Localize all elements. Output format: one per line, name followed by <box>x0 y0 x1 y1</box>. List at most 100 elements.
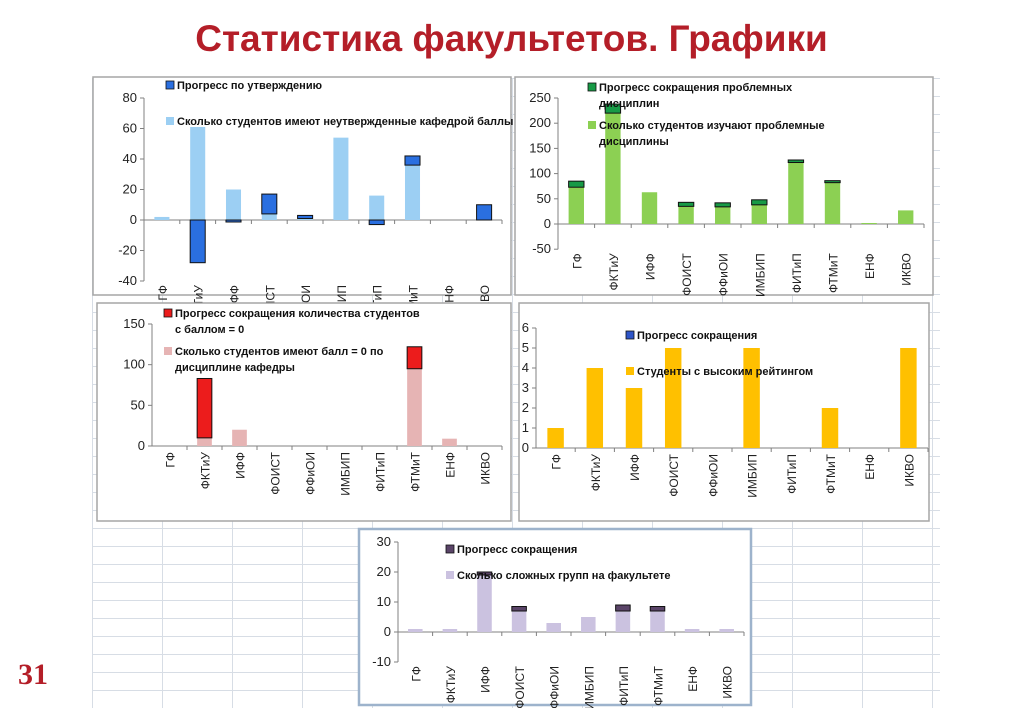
x-category-label: ФОИСТ <box>269 451 283 494</box>
progress-bar[interactable] <box>404 155 421 166</box>
x-category-label: ИМБИП <box>582 666 596 708</box>
legend-label: Сколько студентов изучают проблемные <box>599 120 825 132</box>
x-category-label: ИМБИП <box>746 454 760 498</box>
chart-frame <box>514 76 934 296</box>
progress-bar[interactable] <box>261 193 278 215</box>
progress-bar[interactable] <box>714 202 731 208</box>
progress-bar[interactable] <box>787 159 805 164</box>
y-tick-label: 0 <box>138 438 145 453</box>
y-tick-label: 0 <box>130 212 137 227</box>
bar-value[interactable] <box>404 165 421 220</box>
legend-label: Студенты с высоким рейтингом <box>637 366 813 378</box>
x-category-label: ФФиОИ <box>304 452 318 495</box>
bar-value[interactable] <box>900 348 917 448</box>
x-category-label: ГФ <box>164 452 178 468</box>
bar-value[interactable] <box>225 189 242 221</box>
legend-swatch <box>625 330 635 340</box>
progress-bar[interactable] <box>604 103 622 114</box>
chart-frame <box>96 302 512 522</box>
x-category-label: ИФФ <box>628 454 642 481</box>
progress-bar[interactable] <box>568 180 585 188</box>
y-tick-label: 20 <box>377 564 391 579</box>
progress-bar[interactable] <box>189 219 206 264</box>
bar-value[interactable] <box>715 206 731 224</box>
progress-bar[interactable] <box>649 606 666 612</box>
legend-label: Сколько студентов имеют неутвержденные к… <box>177 116 513 128</box>
x-category-label: ФФиОИ <box>548 666 562 708</box>
x-category-label: ФИТиП <box>374 452 388 492</box>
chart-frame <box>357 527 753 707</box>
x-category-label: ФТМиТ <box>827 253 841 293</box>
y-tick-label: 50 <box>537 191 551 206</box>
bar-value[interactable] <box>261 213 277 220</box>
bar-value[interactable] <box>297 218 313 220</box>
bar-value[interactable] <box>568 187 584 224</box>
bar-value[interactable] <box>898 210 914 224</box>
progress-bar[interactable] <box>751 199 768 206</box>
bar-value[interactable] <box>625 388 643 448</box>
bar-value[interactable] <box>605 113 621 224</box>
progress-bar[interactable] <box>476 204 493 221</box>
bar-value[interactable] <box>650 611 665 632</box>
bar-value[interactable] <box>546 623 561 632</box>
progress-bar[interactable] <box>297 214 314 219</box>
bar-value[interactable] <box>547 428 564 448</box>
bar-value[interactable] <box>743 348 760 448</box>
y-tick-label: -50 <box>532 241 551 256</box>
bar-value[interactable] <box>407 368 422 446</box>
progress-bar[interactable] <box>677 201 695 207</box>
chart-problem-disciplines[interactable]: 250 200 150 100 50 0 -50 ГФ ФКТиУ ИФФ ФОИСТ ФФиОИ ИМ… <box>514 76 934 297</box>
bar-value[interactable] <box>719 629 734 632</box>
chart-grade-approval[interactable]: 806040200-20-40ГФФКТиУИФФФОИСТФФиОИИМБИП… <box>92 76 513 329</box>
y-tick-label: 3 <box>522 380 529 395</box>
bar-value[interactable] <box>615 605 631 632</box>
bar-value[interactable] <box>788 162 804 224</box>
bar-value[interactable] <box>197 437 212 446</box>
y-tick-label: 2 <box>522 400 529 415</box>
bar-value[interactable] <box>821 408 839 448</box>
chart-high-rating-students[interactable]: 6 5 4 3 2 1 0 ГФ ФКТиУ ИФФ ФОИСТ ФФиОИ ИМБИП ФИТиП ФТМ… <box>518 302 930 522</box>
chart-frame <box>92 76 512 296</box>
progress-bar[interactable] <box>615 604 631 612</box>
bar-value[interactable] <box>408 629 423 632</box>
bar-value[interactable] <box>824 180 841 224</box>
progress-bar[interactable] <box>225 219 242 223</box>
y-tick-label: 6 <box>522 320 529 335</box>
page-number: 31 <box>18 658 48 691</box>
progress-bar[interactable] <box>196 377 213 439</box>
progress-bar[interactable] <box>368 219 385 226</box>
y-tick-label: 4 <box>522 360 529 375</box>
bar-value[interactable] <box>684 629 700 632</box>
y-tick-label: 250 <box>529 90 551 105</box>
legend-label: Прогресс сокращения <box>457 544 577 556</box>
bar-value[interactable] <box>232 429 247 446</box>
y-tick-label: 1 <box>522 420 529 435</box>
bar-value[interactable] <box>581 617 596 632</box>
bar-value[interactable] <box>154 216 170 220</box>
progress-bar[interactable] <box>476 571 493 576</box>
bar-value[interactable] <box>442 629 458 632</box>
bar-value[interactable] <box>511 611 527 632</box>
chart-zero-score-students[interactable]: 150 100 50 0 ГФ ФКТиУ ИФФ ФОИСТ ФФиОИ ИМБИП ФИТиП Ф… <box>96 302 512 522</box>
bar-value[interactable] <box>190 126 206 220</box>
bar-value[interactable] <box>369 195 385 220</box>
chart-difficult-groups[interactable]: 30 20 10 0 -10 ГФ ФКТиУ ИФФ ФОИСТ ФФиОИ ИМБИП ФИТиП… <box>357 527 753 708</box>
bar-value[interactable] <box>333 137 349 220</box>
bar-value[interactable] <box>586 368 604 448</box>
bar-value[interactable] <box>442 438 457 446</box>
bar-value[interactable] <box>751 204 767 224</box>
y-tick-label: 40 <box>123 151 137 166</box>
progress-bar[interactable] <box>824 180 841 184</box>
bar-value[interactable] <box>861 222 877 224</box>
bar-value[interactable] <box>664 348 682 448</box>
x-category-label: ЕНФ <box>863 454 877 480</box>
x-category-label: ИКВО <box>721 666 735 699</box>
progress-bar[interactable] <box>511 606 527 612</box>
x-category-label: ФОИСТ <box>667 453 681 496</box>
bar-value[interactable] <box>678 206 694 224</box>
bar-value[interactable] <box>477 575 492 632</box>
bar-value[interactable] <box>641 192 658 224</box>
progress-bar[interactable] <box>406 346 423 370</box>
legend-label: Сколько студентов имеют балл = 0 по <box>175 346 384 358</box>
y-tick-label: 100 <box>123 357 145 372</box>
